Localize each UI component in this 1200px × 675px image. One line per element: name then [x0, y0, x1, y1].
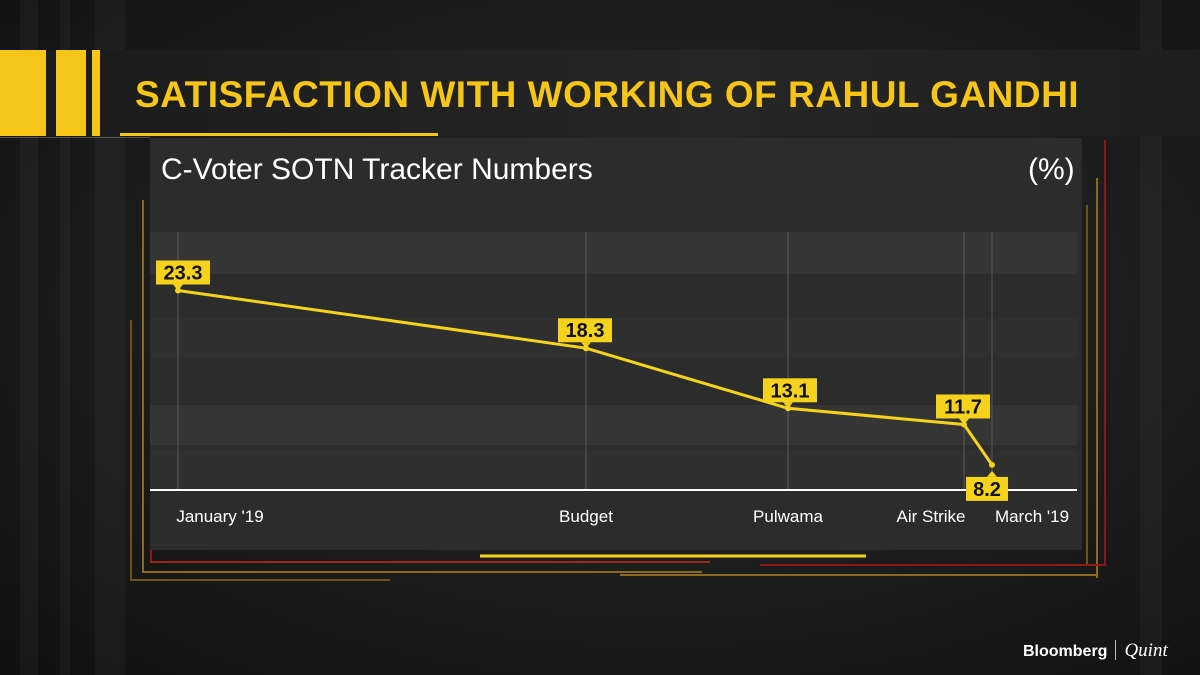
x-tick-label: Air Strike — [897, 507, 966, 526]
brand-divider — [1115, 640, 1117, 660]
data-point — [989, 461, 995, 468]
data-label-box — [558, 318, 612, 343]
title-underline — [120, 133, 438, 136]
accent-bar — [56, 50, 86, 136]
brand-name: Bloomberg — [1023, 643, 1108, 660]
frame-line — [130, 579, 390, 581]
frame-line — [620, 574, 1098, 576]
data-label: 8.2 — [973, 479, 1001, 501]
x-tick-label: March '19 — [995, 507, 1069, 526]
frame-line — [142, 571, 702, 573]
frame-line — [1104, 140, 1106, 565]
data-label-box — [763, 378, 817, 403]
frame-line — [142, 200, 144, 572]
chart-band — [150, 318, 1077, 358]
data-label-pointer — [173, 284, 183, 291]
chart-title: SATISFACTION WITH WORKING OF RAHUL GANDH… — [135, 74, 1080, 115]
x-tick-label: Budget — [559, 507, 613, 526]
data-label-box — [156, 260, 210, 285]
x-tick-label: January '19 — [176, 507, 263, 526]
data-label-pointer — [581, 342, 591, 349]
frame-line — [150, 561, 710, 563]
title-band — [0, 50, 1200, 136]
frame-line — [1096, 178, 1098, 578]
brand-logo: Bloomberg Quint — [1023, 640, 1168, 662]
data-label-pointer — [783, 402, 793, 409]
accent-bar — [0, 50, 46, 136]
data-label: 23.3 — [164, 262, 203, 284]
accent-bar — [92, 50, 100, 136]
data-label: 13.1 — [771, 380, 810, 402]
brand-subname: Quint — [1124, 640, 1168, 661]
frame-line — [1086, 205, 1088, 565]
data-label-pointer — [987, 470, 997, 477]
data-label: 18.3 — [566, 320, 605, 342]
data-label-box — [936, 394, 990, 419]
frame-line — [760, 564, 1106, 566]
chart-band — [150, 232, 1077, 274]
frame-line — [130, 320, 132, 580]
data-label-pointer — [959, 418, 969, 425]
x-tick-label: Pulwama — [753, 507, 823, 526]
data-label-box — [966, 476, 1008, 501]
title-line — [0, 137, 150, 138]
chart-band — [150, 405, 1077, 445]
chart-subtitle: C-Voter SOTN Tracker Numbers — [161, 153, 593, 186]
unit-label: (%) — [1028, 153, 1075, 186]
data-label: 11.7 — [944, 396, 982, 418]
chart-band — [150, 450, 1077, 488]
